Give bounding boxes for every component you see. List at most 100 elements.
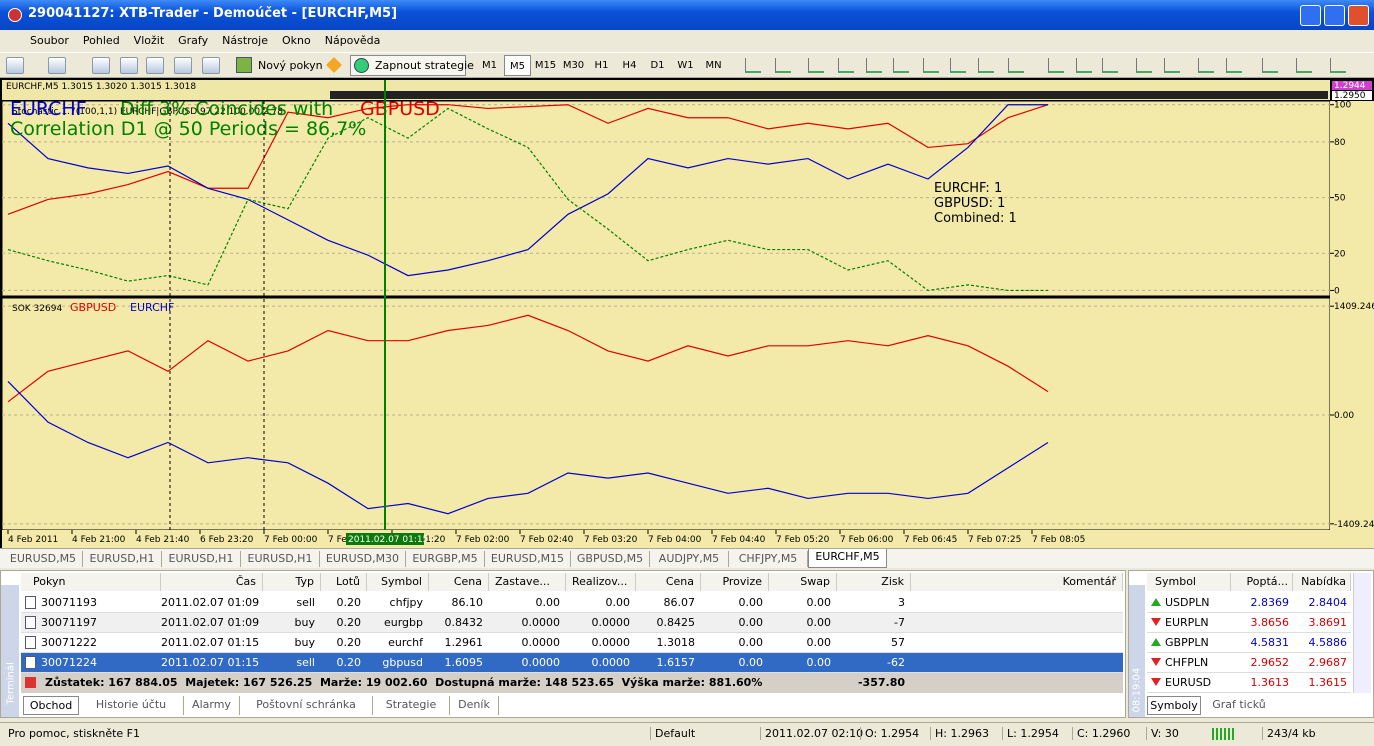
timeframe-button[interactable]: D1 [650, 60, 665, 71]
toolbar-icon[interactable] [1330, 58, 1346, 73]
column-header[interactable]: Nabídka [1293, 573, 1351, 591]
scrollbar[interactable] [1353, 573, 1371, 693]
chart-tab[interactable]: EURUSD,M15 [485, 551, 571, 567]
close-button[interactable] [1348, 5, 1369, 26]
menu-item[interactable]: Nápověda [324, 33, 381, 47]
menu-item[interactable]: Grafy [178, 33, 209, 47]
price-label: 1.2944 [1334, 81, 1366, 91]
chart-tab[interactable]: EURUSD,H1 [241, 551, 320, 567]
toolbar-icon[interactable] [174, 57, 192, 74]
market-tab[interactable]: Symboly [1147, 696, 1201, 715]
toolbar-icon[interactable] [808, 58, 824, 73]
chart-tab[interactable]: EURUSD,M5 [4, 551, 83, 567]
terminal-tab[interactable]: Deník [450, 696, 499, 715]
terminal-tab[interactable]: Poštovní schránka [240, 696, 373, 715]
button-label[interactable]: Zapnout strategie [375, 59, 474, 72]
timeframe-button[interactable]: W1 [677, 60, 694, 71]
timeframe-button[interactable]: H4 [622, 60, 637, 71]
toolbar-icon[interactable] [1198, 58, 1214, 73]
toolbar-icon[interactable] [978, 58, 994, 73]
timeframe-button[interactable]: M1 [482, 60, 497, 71]
column-header[interactable]: Cena [429, 573, 489, 591]
column-header[interactable]: Typ [263, 573, 321, 591]
menu-item[interactable]: Okno [281, 33, 311, 47]
chart-tab[interactable]: EURUSD,H1 [162, 551, 241, 567]
chart-tab[interactable]: EURCHF,M5 [808, 549, 887, 568]
symbol-row[interactable] [1147, 673, 1351, 693]
toolbar-icon[interactable] [923, 58, 939, 73]
chart-tab[interactable]: AUDJPY,M5 [650, 551, 729, 567]
timeframe-button[interactable]: M30 [562, 60, 585, 71]
column-header[interactable]: Provize [701, 573, 769, 591]
menu-item[interactable]: Pohled [82, 33, 120, 47]
terminal-tab[interactable]: Alarmy [184, 696, 240, 715]
menu-item[interactable]: Soubor [30, 33, 69, 47]
toolbar-icon[interactable] [950, 58, 966, 73]
toolbar-icon[interactable] [1226, 58, 1242, 73]
terminal-tab[interactable]: Obchod [23, 696, 79, 715]
market-watch: 08:19:04 Symbol Poptá... Nabídka USDPLN 2.836… [1128, 570, 1374, 718]
toolbar-icon[interactable] [775, 58, 791, 73]
column-header[interactable]: Zisk [837, 573, 911, 591]
menu-item[interactable]: Vložit [133, 33, 165, 47]
order-row[interactable] [21, 593, 1123, 613]
toolbar-icon[interactable] [1136, 58, 1152, 73]
toolbar-icon[interactable] [1296, 58, 1312, 73]
column-header[interactable]: Symbol [1147, 573, 1231, 591]
chart-tab[interactable]: GBPUSD,M5 [571, 551, 650, 567]
market-tab[interactable]: Graf ticků [1212, 698, 1266, 711]
button-label[interactable]: Nový pokyn [258, 59, 323, 72]
timeframe-button[interactable]: M15 [534, 60, 557, 71]
menu-item[interactable]: Nástroje [222, 33, 268, 47]
chart-tab[interactable]: EURGBP,M5 [406, 551, 485, 567]
toolbar-icon[interactable] [1164, 58, 1180, 73]
column-header[interactable]: Komentář [911, 573, 1123, 591]
toolbar-icon[interactable] [6, 57, 24, 74]
order-cell: 30071193 [41, 596, 97, 609]
chart-tab[interactable]: EURUSD,M30 [320, 551, 406, 567]
chart-tab[interactable]: CHFJPY,M5 [729, 551, 808, 567]
symbol-row[interactable] [1147, 593, 1351, 613]
toolbar-icon[interactable] [1102, 58, 1118, 73]
toolbar-icon[interactable] [838, 58, 854, 73]
column-header[interactable]: Realizov... [566, 573, 636, 591]
column-header[interactable]: Čas [161, 573, 263, 591]
toolbar-button[interactable] [350, 55, 466, 76]
timeframe-button[interactable]: H1 [594, 60, 609, 71]
column-header[interactable]: Swap [769, 573, 837, 591]
order-icon [25, 616, 36, 629]
chart-tab[interactable]: EURUSD,H1 [83, 551, 162, 567]
toolbar-icon[interactable] [1076, 58, 1092, 73]
minimize-button[interactable] [1300, 5, 1321, 26]
order-row[interactable] [21, 653, 1123, 673]
toolbar-icon[interactable] [893, 58, 909, 73]
annotation: Diff 3% Coincides with [120, 98, 333, 120]
terminal-tab[interactable]: Historie účtu [79, 696, 184, 715]
column-header[interactable]: Poptá... [1231, 573, 1293, 591]
toolbar-icon[interactable] [48, 57, 66, 74]
symbol-row[interactable] [1147, 613, 1351, 633]
toolbar-icon[interactable] [326, 57, 342, 73]
column-header[interactable]: Cena [636, 573, 701, 591]
column-header[interactable]: Lotů [321, 573, 367, 591]
toolbar-icon[interactable] [202, 57, 220, 74]
order-row[interactable] [21, 613, 1123, 633]
toolbar-icon[interactable] [92, 57, 110, 74]
order-row[interactable] [21, 633, 1123, 653]
timeframe-button[interactable]: MN [705, 60, 722, 71]
toolbar-icon[interactable] [866, 58, 882, 73]
toolbar-icon[interactable] [1048, 58, 1064, 73]
column-header[interactable]: Pokyn [21, 573, 161, 591]
toolbar-icon[interactable] [1008, 58, 1024, 73]
maximize-button[interactable] [1324, 5, 1345, 26]
symbol-row[interactable] [1147, 633, 1351, 653]
column-header[interactable]: Symbol [367, 573, 429, 591]
terminal-tab[interactable]: Strategie [373, 696, 450, 715]
toolbar-icon[interactable] [146, 57, 164, 74]
timeframe-button[interactable]: M5 [504, 55, 531, 76]
column-header[interactable]: Zastave... [489, 573, 566, 591]
toolbar-icon[interactable] [120, 57, 138, 74]
symbol-row[interactable] [1147, 653, 1351, 673]
toolbar-icon[interactable] [745, 58, 761, 73]
toolbar-icon[interactable] [1262, 58, 1278, 73]
